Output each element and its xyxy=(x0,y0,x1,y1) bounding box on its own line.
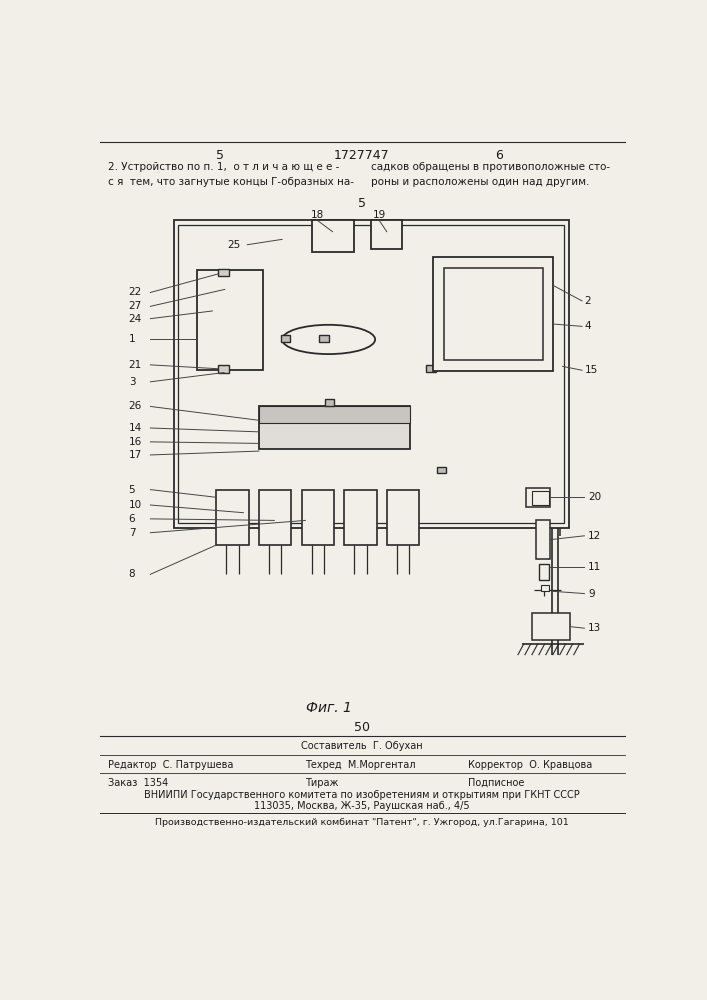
Text: 21: 21 xyxy=(129,360,142,370)
Text: 12: 12 xyxy=(588,531,602,541)
Text: 16: 16 xyxy=(129,437,142,447)
Bar xyxy=(437,466,446,473)
Text: 5: 5 xyxy=(358,197,366,210)
Text: 17: 17 xyxy=(129,450,142,460)
Bar xyxy=(541,585,549,591)
Bar xyxy=(218,365,230,373)
Bar xyxy=(197,270,263,370)
Bar xyxy=(312,220,354,252)
Text: 24: 24 xyxy=(129,314,142,324)
Text: 9: 9 xyxy=(588,589,595,599)
Bar xyxy=(325,399,334,406)
Ellipse shape xyxy=(282,325,375,354)
Text: 20: 20 xyxy=(588,492,602,502)
Text: 10: 10 xyxy=(129,500,142,510)
Text: 8: 8 xyxy=(129,569,135,579)
Text: Составитель  Г. Обухан: Составитель Г. Обухан xyxy=(301,741,423,751)
Text: ВНИИПИ Государственного комитета по изобретениям и открытиям при ГКНТ СССР: ВНИИПИ Государственного комитета по изоб… xyxy=(144,790,580,800)
Bar xyxy=(259,490,291,545)
Text: 15: 15 xyxy=(585,365,597,375)
Bar xyxy=(371,220,402,249)
Bar xyxy=(532,491,549,505)
Text: 22: 22 xyxy=(129,287,142,297)
Text: 26: 26 xyxy=(129,401,142,411)
Bar xyxy=(320,335,329,342)
Text: 113035, Москва, Ж-35, Раушская наб., 4/5: 113035, Москва, Ж-35, Раушская наб., 4/5 xyxy=(254,801,469,811)
Bar xyxy=(539,564,549,580)
Bar xyxy=(301,490,334,545)
Bar xyxy=(387,490,419,545)
Text: 19: 19 xyxy=(373,210,385,220)
Bar xyxy=(532,613,571,640)
Text: 4: 4 xyxy=(585,321,591,331)
Text: 5: 5 xyxy=(216,149,224,162)
Bar xyxy=(344,490,377,545)
Bar xyxy=(259,406,410,449)
Bar xyxy=(218,269,230,276)
Text: 1: 1 xyxy=(129,334,135,344)
Text: 14: 14 xyxy=(129,423,142,433)
Bar xyxy=(178,225,564,523)
Text: 3: 3 xyxy=(129,377,135,387)
Text: 1727747: 1727747 xyxy=(334,149,390,162)
Bar xyxy=(526,488,549,507)
Text: 2. Устройство по п. 1,  о т л и ч а ю щ е е -
с я  тем, что загнутые концы Г-обр: 2. Устройство по п. 1, о т л и ч а ю щ е… xyxy=(107,162,354,187)
Text: Корректор  О. Кравцова: Корректор О. Кравцова xyxy=(468,760,592,770)
Bar xyxy=(426,365,436,372)
Text: 18: 18 xyxy=(310,210,324,220)
Text: 2: 2 xyxy=(585,296,591,306)
Text: 50: 50 xyxy=(354,721,370,734)
Text: Заказ  1354: Заказ 1354 xyxy=(107,778,168,788)
Text: 27: 27 xyxy=(129,301,142,311)
Text: 13: 13 xyxy=(588,623,602,633)
Text: 5: 5 xyxy=(129,485,135,495)
Text: Производственно-издательский комбинат "Патент", г. Ужгород, ул.Гагарина, 101: Производственно-издательский комбинат "П… xyxy=(155,818,569,827)
Bar xyxy=(537,520,550,559)
Bar xyxy=(281,335,290,342)
Text: 25: 25 xyxy=(228,240,240,250)
Text: Техред  М.Моргентал: Техред М.Моргентал xyxy=(305,760,416,770)
Text: Подписное: Подписное xyxy=(468,778,525,788)
Text: Тираж: Тираж xyxy=(305,778,339,788)
Text: 11: 11 xyxy=(588,562,602,572)
Text: 7: 7 xyxy=(129,528,135,538)
Text: Фиг. 1: Фиг. 1 xyxy=(305,701,351,715)
Text: 6: 6 xyxy=(495,149,503,162)
Text: Редактор  С. Патрушева: Редактор С. Патрушева xyxy=(107,760,233,770)
Bar xyxy=(174,220,569,528)
Bar xyxy=(444,268,542,360)
Text: садков обращены в противоположные сто-
роны и расположены один над другим.: садков обращены в противоположные сто- р… xyxy=(371,162,610,187)
Bar xyxy=(216,490,249,545)
Bar xyxy=(433,257,554,371)
Bar xyxy=(259,406,410,423)
Text: 6: 6 xyxy=(129,514,135,524)
